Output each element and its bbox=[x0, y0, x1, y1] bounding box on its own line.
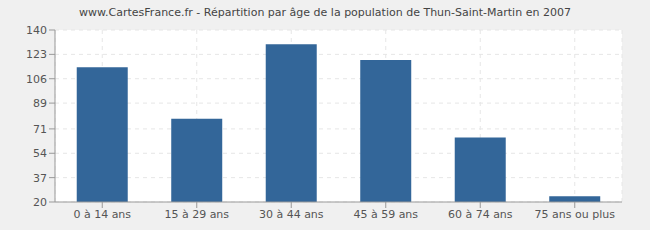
svg-text:71: 71 bbox=[33, 123, 47, 136]
svg-text:123: 123 bbox=[26, 48, 47, 61]
svg-text:45 à 59 ans: 45 à 59 ans bbox=[353, 208, 418, 221]
svg-text:30 à 44 ans: 30 à 44 ans bbox=[259, 208, 324, 221]
html-text:www.CartesFrance.fr - Répartit: www.CartesFrance.fr - Répartition par âg… bbox=[79, 6, 571, 19]
svg-text:20: 20 bbox=[33, 196, 47, 209]
svg-text:37: 37 bbox=[33, 172, 47, 185]
svg-text:75 ans ou plus: 75 ans ou plus bbox=[535, 208, 616, 221]
svg-text:106: 106 bbox=[26, 73, 47, 86]
svg-text:0 à 14 ans: 0 à 14 ans bbox=[73, 208, 131, 221]
svg-text:60 à 74 ans: 60 à 74 ans bbox=[448, 208, 513, 221]
svg-text:89: 89 bbox=[33, 97, 47, 110]
svg-text:140: 140 bbox=[26, 24, 47, 37]
svg-text:15 à 29 ans: 15 à 29 ans bbox=[164, 208, 229, 221]
svg-text:54: 54 bbox=[33, 147, 47, 160]
